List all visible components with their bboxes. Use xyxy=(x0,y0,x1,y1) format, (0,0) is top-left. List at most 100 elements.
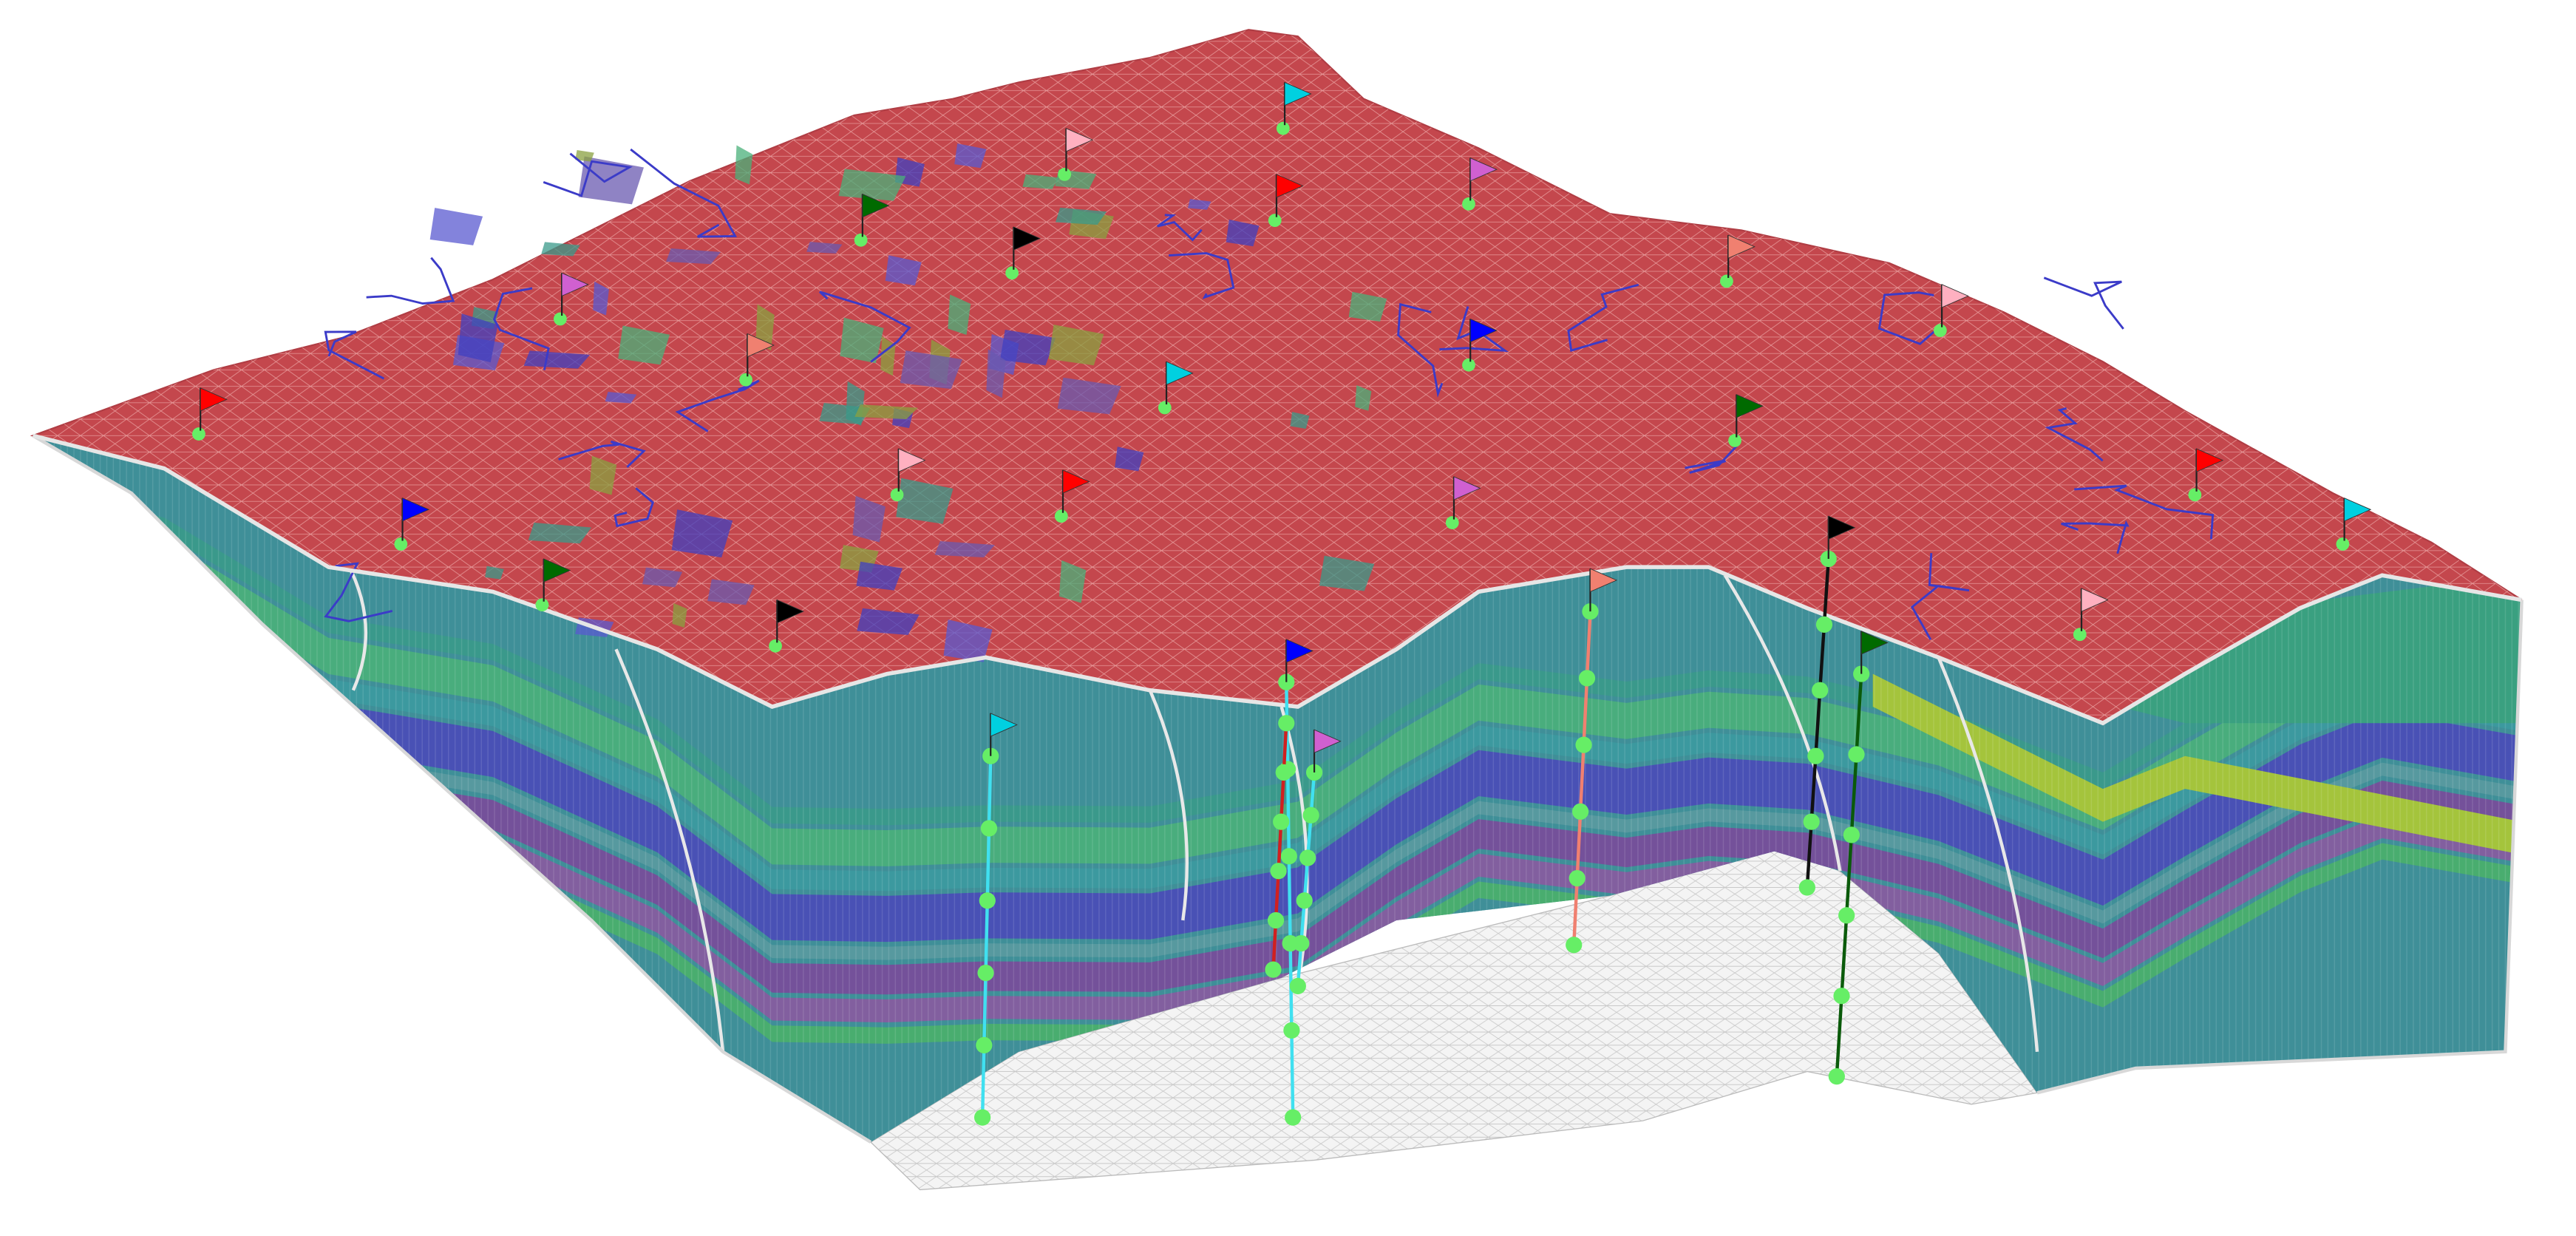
flag xyxy=(1276,174,1304,198)
flag xyxy=(1062,469,1090,494)
outcrop-patch xyxy=(1290,412,1310,429)
outcrop-patch xyxy=(1355,385,1372,411)
well-head xyxy=(192,427,205,441)
outcrop-patch xyxy=(541,242,580,257)
river xyxy=(1910,553,1970,641)
outcrop-patch xyxy=(593,281,609,316)
well-head xyxy=(854,233,868,247)
river xyxy=(324,330,385,380)
well-head xyxy=(1462,197,1475,211)
river xyxy=(1169,252,1235,299)
flag xyxy=(1469,318,1498,343)
top-edge xyxy=(32,433,2523,726)
river xyxy=(2074,484,2215,540)
outcrop-patch xyxy=(666,248,721,265)
well-head xyxy=(890,488,904,502)
well-head xyxy=(394,537,408,551)
well-head xyxy=(1445,516,1459,529)
outcrop-patch xyxy=(672,602,687,628)
marker xyxy=(1293,934,1310,952)
top-mesh xyxy=(33,30,2522,724)
well-head xyxy=(1720,274,1733,288)
outcrop-patch xyxy=(900,350,963,390)
marker xyxy=(1582,602,1599,620)
outcrop-patch xyxy=(528,523,592,544)
marker xyxy=(1833,988,1850,1005)
river xyxy=(819,291,911,363)
river xyxy=(1685,443,1739,474)
outcrop-patch xyxy=(755,304,775,351)
outcrop-patch xyxy=(819,403,871,425)
flag xyxy=(1860,631,1889,655)
well-head xyxy=(1005,266,1019,280)
river xyxy=(1567,283,1639,353)
flag xyxy=(1066,127,1094,152)
marker xyxy=(1578,670,1596,687)
outcrop-patch xyxy=(954,143,987,169)
marker xyxy=(1575,736,1592,753)
outcrop-patch xyxy=(605,391,637,404)
borehole xyxy=(1805,558,1830,888)
river xyxy=(2045,407,2104,462)
well-head xyxy=(535,598,549,612)
fault-line xyxy=(1937,656,2039,1052)
flag xyxy=(1013,226,1041,251)
marker xyxy=(979,892,996,909)
flag xyxy=(776,599,804,624)
marker xyxy=(1838,907,1855,924)
outcrop-patch xyxy=(458,313,498,363)
borehole xyxy=(1271,723,1288,970)
flag xyxy=(1727,234,1756,259)
outcrop-patch xyxy=(575,150,594,162)
marker xyxy=(973,1109,991,1126)
wall-outline xyxy=(32,434,2524,1144)
marker xyxy=(1812,682,1829,699)
marker xyxy=(1296,892,1313,909)
outcrop-patch xyxy=(429,208,483,245)
outcrop-patch xyxy=(852,495,886,543)
outcrop-patch xyxy=(1055,207,1107,225)
well-head xyxy=(1054,509,1068,523)
river xyxy=(675,379,760,432)
marker xyxy=(1803,813,1820,830)
river xyxy=(324,562,393,622)
river xyxy=(2043,276,2124,330)
wells xyxy=(192,81,2372,1126)
borehole xyxy=(1835,673,1863,1077)
river xyxy=(558,440,646,469)
outcrop-patch xyxy=(934,541,995,558)
outcrop-patch xyxy=(523,350,591,369)
outcrop-patch xyxy=(485,566,504,580)
outcrop-patch xyxy=(943,619,993,662)
river xyxy=(614,487,654,528)
marker xyxy=(1828,1067,1845,1085)
well-head xyxy=(1728,434,1741,447)
marker xyxy=(1265,961,1282,978)
river xyxy=(1156,214,1203,242)
well-head xyxy=(2188,488,2202,502)
outcrop-patch xyxy=(1319,555,1375,591)
marker xyxy=(980,820,998,837)
outcrop-patch xyxy=(1188,199,1211,210)
marker xyxy=(1798,879,1815,896)
marker xyxy=(1273,813,1290,830)
outcrop-patch xyxy=(1348,291,1387,322)
outcrop-patch xyxy=(1057,377,1121,415)
well-head xyxy=(554,312,567,326)
flag xyxy=(862,193,890,218)
marker xyxy=(1267,911,1285,929)
outcrop-patch xyxy=(1115,446,1144,472)
flag xyxy=(1736,394,1764,418)
marker xyxy=(977,964,994,982)
flag xyxy=(1590,568,1618,593)
outcrop-patch xyxy=(1048,325,1104,366)
well-head xyxy=(2073,628,2087,642)
outcrop-patch xyxy=(999,329,1056,366)
marker xyxy=(1302,807,1319,824)
marker xyxy=(1299,849,1316,866)
flag xyxy=(2081,588,2109,612)
well-head xyxy=(1933,324,1947,337)
river xyxy=(1439,306,1509,353)
marker xyxy=(1283,1022,1300,1039)
